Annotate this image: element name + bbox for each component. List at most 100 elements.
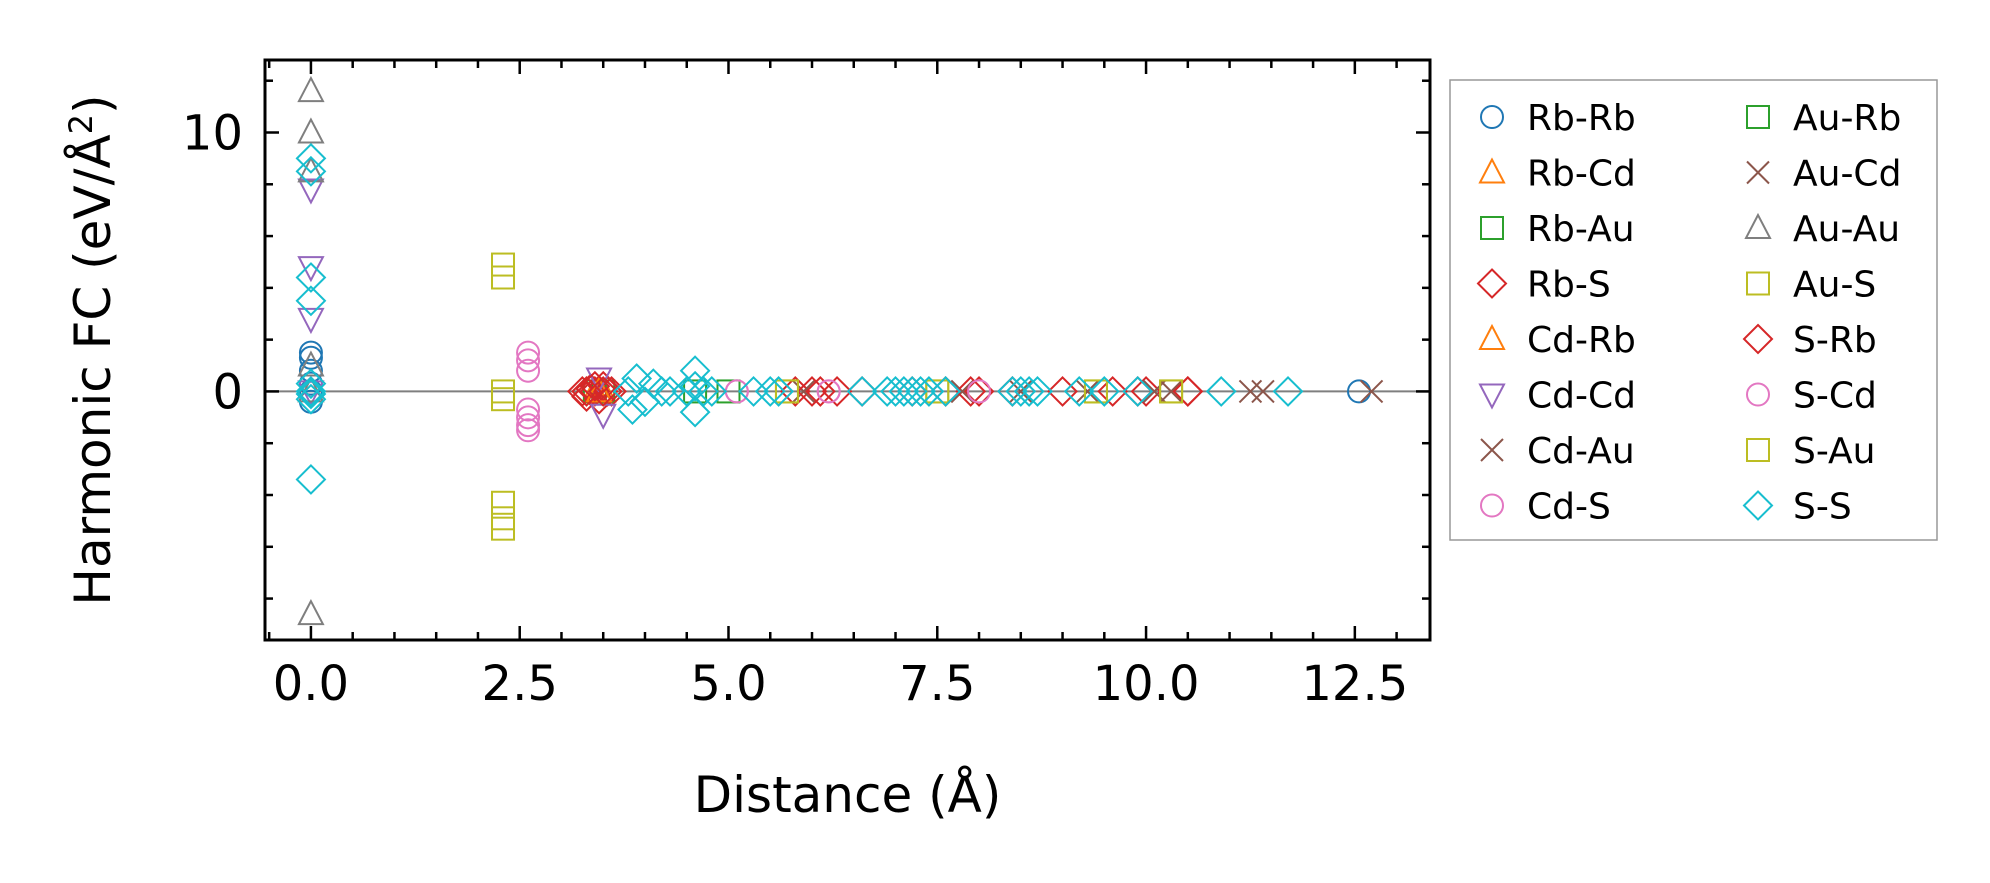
point-s-s bbox=[295, 376, 327, 407]
point-s-s bbox=[646, 376, 678, 407]
point-s-s bbox=[997, 376, 1028, 407]
legend-entry: Au-Au bbox=[1744, 209, 1900, 250]
legend-entry: Cd-S bbox=[1480, 487, 1611, 528]
legend-label: Au-S bbox=[1793, 265, 1876, 306]
legend-marker-rb-au bbox=[1480, 216, 1504, 240]
plot-frame bbox=[263, 58, 1432, 642]
point-s-s bbox=[679, 396, 711, 428]
point-au-s bbox=[491, 252, 516, 277]
legend-entry: S-Cd bbox=[1746, 376, 1877, 417]
y-axis-label-superscript: 2 bbox=[62, 114, 100, 134]
point-rb-rb bbox=[298, 340, 323, 365]
point-s-s bbox=[1013, 376, 1045, 407]
point-s-s bbox=[1063, 376, 1095, 407]
point-s-s bbox=[688, 376, 719, 407]
y-axis-label-close: ) bbox=[64, 94, 122, 114]
point-s-s bbox=[295, 155, 327, 187]
legend-label: Rb-Au bbox=[1527, 209, 1635, 250]
point-s-s bbox=[1088, 376, 1120, 407]
legend-label: Rb-S bbox=[1527, 265, 1611, 306]
point-s-s bbox=[888, 376, 920, 407]
legend-entry: Rb-S bbox=[1476, 265, 1611, 306]
legend-label: Au-Cd bbox=[1793, 154, 1901, 195]
point-au-cd bbox=[1142, 379, 1167, 404]
x-tick-label: 2.5 bbox=[482, 656, 558, 712]
point-s-s bbox=[679, 370, 711, 402]
point-s-s bbox=[1272, 376, 1304, 407]
point-s-rb bbox=[587, 376, 619, 407]
point-au-s bbox=[491, 490, 516, 515]
point-s-s bbox=[654, 376, 686, 407]
legend-label: Cd-Au bbox=[1527, 431, 1635, 472]
point-s-s bbox=[617, 394, 648, 425]
x-tick-label: 7.5 bbox=[899, 656, 975, 712]
legend-marker-s-rb bbox=[1742, 323, 1774, 355]
point-s-rb bbox=[796, 376, 828, 407]
point-au-s bbox=[491, 265, 516, 290]
legend-label: Cd-S bbox=[1527, 487, 1611, 528]
point-s-s bbox=[754, 376, 786, 407]
data-points-layer bbox=[295, 75, 1384, 626]
point-cd-cd bbox=[297, 256, 325, 283]
y-axis-label-main: Harmonic FC (eV/Å bbox=[64, 134, 122, 605]
legend-label: Cd-Rb bbox=[1527, 320, 1636, 361]
point-cd-au bbox=[1075, 379, 1100, 404]
point-au-au bbox=[297, 598, 325, 626]
legend-box bbox=[1449, 79, 1938, 541]
point-cd-s bbox=[516, 397, 541, 422]
x-tick-label: 12.5 bbox=[1301, 656, 1408, 712]
point-s-au bbox=[774, 379, 799, 404]
point-s-s bbox=[763, 376, 795, 407]
y-tick-label: 0 bbox=[212, 364, 243, 420]
point-s-s bbox=[295, 262, 327, 293]
point-rb-rb bbox=[1347, 379, 1372, 404]
legend-marker-s-au bbox=[1746, 438, 1770, 462]
point-s-s bbox=[1022, 376, 1053, 407]
point-s-s bbox=[612, 376, 644, 407]
point-cd-s bbox=[516, 348, 541, 373]
point-s-s bbox=[905, 376, 936, 407]
point-s-au bbox=[1159, 379, 1184, 404]
legend-entry: Au-Cd bbox=[1746, 154, 1901, 195]
point-s-s bbox=[295, 378, 327, 410]
legend-entry: Cd-Au bbox=[1480, 431, 1635, 472]
point-s-rb bbox=[955, 376, 987, 407]
legend-marker-au-rb bbox=[1746, 105, 1770, 129]
legend-marker-au-au bbox=[1744, 212, 1772, 239]
legend-entry: S-S bbox=[1742, 487, 1852, 528]
point-s-rb bbox=[579, 370, 611, 402]
legend-entry: Au-S bbox=[1746, 265, 1876, 306]
point-s-cd bbox=[816, 379, 841, 404]
legend-marker-cd-rb bbox=[1478, 323, 1506, 350]
point-cd-au bbox=[1238, 379, 1263, 404]
legend-marker-cd-au bbox=[1480, 438, 1504, 462]
legend-label: S-Cd bbox=[1793, 376, 1877, 417]
point-s-s bbox=[1122, 376, 1154, 407]
ticks-layer bbox=[265, 60, 1430, 640]
point-rb-s bbox=[779, 376, 811, 407]
x-tick-label: 0.0 bbox=[273, 656, 349, 712]
series-s-au bbox=[774, 379, 1184, 404]
legend-entry: Rb-Au bbox=[1480, 209, 1635, 250]
y-axis-label: Harmonic FC (eV/Å2) bbox=[62, 94, 122, 605]
legend-marker-rb-s bbox=[1476, 268, 1508, 299]
point-au-au bbox=[297, 75, 325, 103]
point-rb-s bbox=[821, 376, 853, 407]
point-cd-au bbox=[1159, 379, 1183, 404]
legend-label: Rb-Rb bbox=[1527, 98, 1636, 139]
point-cd-s bbox=[516, 413, 541, 438]
point-rb-s bbox=[1047, 376, 1078, 407]
point-cd-au bbox=[791, 379, 816, 404]
point-s-s bbox=[621, 363, 653, 394]
point-s-rb bbox=[1172, 376, 1204, 407]
legend-marker-au-s bbox=[1746, 271, 1770, 296]
x-tick-label: 5.0 bbox=[690, 656, 766, 712]
legend: Rb-Rb Rb-Cd Rb-Au Rb-S Cd-Rb Cd-Cd Cd-Au Cd-S Au… bbox=[1449, 79, 1938, 541]
point-cd-s bbox=[516, 340, 541, 365]
point-s-s bbox=[871, 376, 903, 407]
legend-entry: Rb-Cd bbox=[1478, 154, 1636, 195]
y-tick-label: 10 bbox=[182, 106, 243, 162]
point-au-au bbox=[297, 117, 325, 144]
point-rb-s bbox=[1097, 376, 1129, 407]
x-axis-label: Distance (Å) bbox=[694, 766, 1002, 824]
